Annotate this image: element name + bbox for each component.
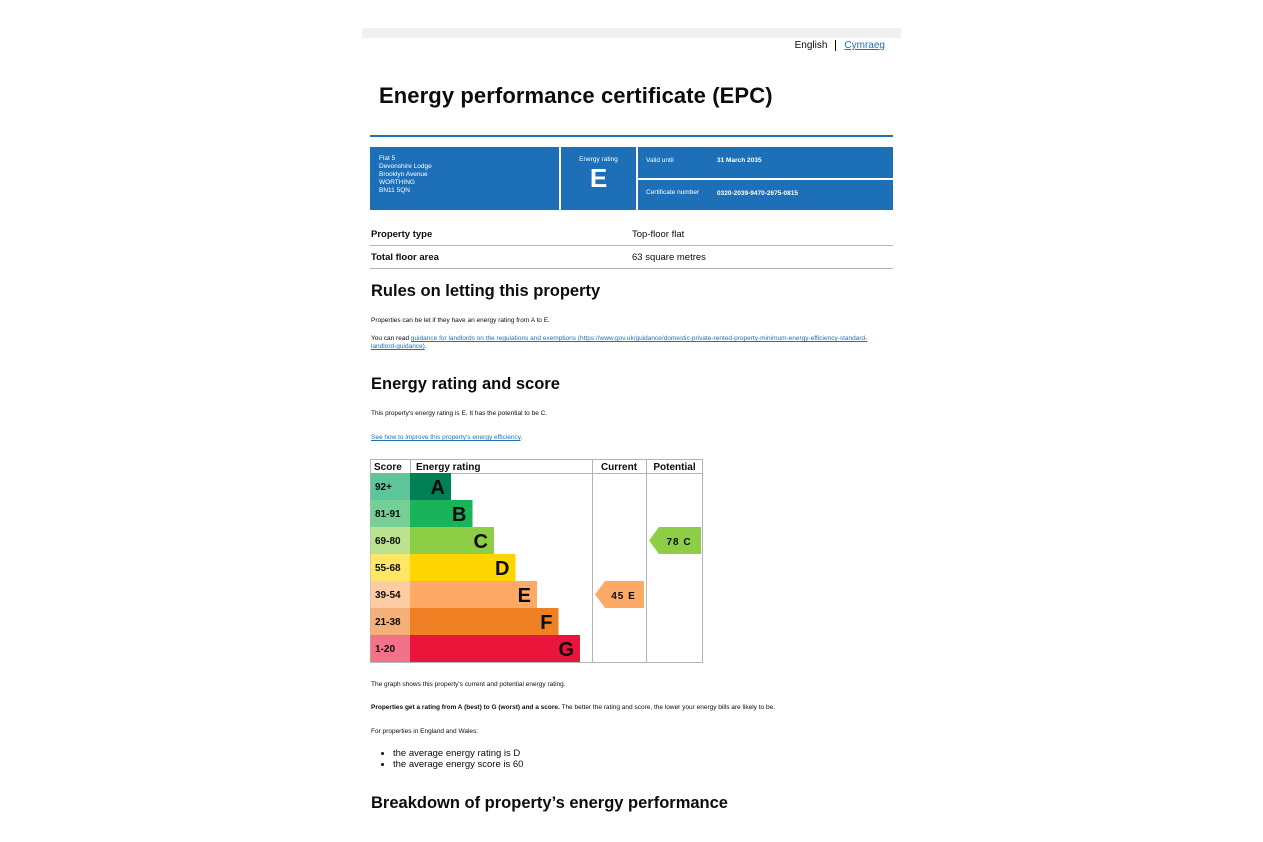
band-letter-label: D	[495, 558, 509, 580]
page-title: Energy performance certificate (EPC)	[379, 83, 773, 108]
language-link-welsh[interactable]: Cymraeg	[844, 40, 885, 51]
band-letter-label: F	[540, 612, 552, 634]
band-bar-b	[410, 500, 473, 527]
potential-rating-label: 78 C	[666, 537, 691, 548]
valid-until-value: 31 March 2035	[717, 157, 762, 164]
improve-paragraph: See how to improve this property's energ…	[371, 434, 881, 442]
score-cell-a	[370, 473, 411, 500]
score-cell-e	[370, 581, 411, 608]
rules-guidance-prefix: You can read	[371, 335, 411, 342]
band-score-label: 1-20	[375, 644, 395, 655]
chart-header-energy-rating: Energy rating	[416, 462, 480, 473]
band-score-label: 21-38	[375, 617, 401, 628]
band-score-label: 55-68	[375, 563, 401, 574]
chart-header-score: Score	[374, 462, 402, 473]
current-rating-label: 45 E	[611, 591, 636, 602]
graph-note: The graph shows this property's current …	[371, 681, 566, 688]
chart-header-current: Current	[601, 462, 638, 473]
band-score-label: 69-80	[375, 536, 401, 547]
address-line: BN11 5QN	[379, 187, 410, 194]
floor-area-value: 63 square metres	[632, 252, 706, 263]
address-line: WORTHING	[379, 179, 415, 186]
property-details-table: Property type Top-floor flat Total floor…	[370, 223, 893, 269]
score-cell-b	[370, 500, 411, 527]
band-letter-label: C	[474, 531, 488, 553]
table-row: Property type Top-floor flat	[370, 223, 893, 246]
landlord-guidance-link[interactable]: guidance for landlords on the regulation…	[371, 335, 868, 350]
band-bar-f	[410, 608, 559, 635]
list-item: the average energy rating is D	[393, 748, 523, 759]
rules-guidance-suffix: .	[424, 343, 427, 350]
rating-explanation-bold: Properties get a rating from A (best) to…	[371, 704, 560, 711]
rules-heading: Rules on letting this property	[371, 282, 601, 300]
table-row: Total floor area 63 square metres	[370, 246, 893, 269]
language-current: English	[794, 40, 828, 51]
rating-explanation: Properties get a rating from A (best) to…	[371, 704, 881, 712]
band-bar-c	[410, 527, 494, 554]
rating-explanation-rest: The better the rating and score, the low…	[559, 704, 775, 711]
language-separator	[835, 40, 837, 51]
valid-until-box: Valid until 31 March 2035	[638, 147, 893, 178]
certificate-number-value: 0320-2039-9470-2675-0815	[717, 190, 798, 197]
band-score-label: 92+	[375, 482, 392, 493]
property-type-label: Property type	[371, 229, 433, 240]
breakdown-heading: Breakdown of property’s energy performan…	[371, 794, 728, 812]
address-line: Flat 5	[379, 155, 396, 162]
score-cell-d	[370, 554, 411, 581]
band-letter-label: G	[558, 639, 574, 661]
address-line: Devonshire Lodge	[379, 163, 432, 170]
band-letter-label: B	[452, 504, 466, 526]
energy-heading: Energy rating and score	[371, 375, 560, 393]
certificate-number-label: Certificate number	[646, 189, 700, 196]
energy-rating-box: Energy rating E	[561, 147, 636, 210]
property-address: Flat 5 Devonshire Lodge Brooklyn Avenue …	[370, 147, 559, 210]
score-cell-c	[370, 527, 411, 554]
improve-efficiency-link[interactable]: See how to improve this property's energ…	[371, 434, 521, 441]
energy-rating-chart: Score Energy rating Current Potential 92+ A 81…	[370, 459, 703, 663]
energy-rating-chart-svg: Score Energy rating Current Potential 92+ A 81…	[370, 459, 703, 663]
band-letter-label: E	[518, 585, 531, 607]
band-bar-d	[410, 554, 516, 581]
score-cell-f	[370, 608, 411, 635]
rules-text: Properties can be let if they have an en…	[371, 317, 550, 324]
energy-rating-text: This property's energy rating is E. It h…	[371, 410, 548, 417]
certificate-summary: Flat 5 Devonshire Lodge Brooklyn Avenue …	[370, 147, 893, 211]
band-bar-a	[410, 473, 451, 500]
band-bar-e	[410, 581, 537, 608]
chart-header-potential: Potential	[653, 462, 695, 473]
score-cell-g	[370, 635, 411, 662]
band-bar-g	[410, 635, 580, 662]
rules-guidance: You can read guidance for landlords on t…	[371, 335, 881, 351]
band-letter-label: A	[431, 477, 445, 499]
average-list: the average energy rating is D the avera…	[381, 748, 523, 770]
address-line: Brooklyn Avenue	[379, 171, 428, 178]
valid-until-label: Valid until	[646, 157, 674, 164]
top-bar	[362, 28, 901, 38]
property-type-value: Top-floor flat	[632, 229, 685, 240]
certificate-page: English Cymraeg Energy performance certi…	[362, 28, 901, 842]
floor-area-label: Total floor area	[371, 252, 439, 263]
language-switcher: English Cymraeg	[795, 40, 885, 51]
band-score-label: 39-54	[375, 590, 401, 601]
improve-link-suffix: .	[520, 434, 523, 441]
energy-rating-letter: E	[589, 163, 608, 193]
energy-rating-label: Energy rating	[579, 156, 618, 163]
band-score-label: 81-91	[375, 509, 401, 520]
england-wales-intro: For properties in England and Wales:	[371, 728, 479, 735]
certificate-number-box: Certificate number 0320-2039-9470-2675-0…	[638, 180, 893, 210]
title-divider	[370, 135, 893, 137]
list-item: the average energy score is 60	[393, 759, 523, 770]
current-arrow	[595, 581, 644, 608]
potential-arrow	[649, 527, 701, 554]
